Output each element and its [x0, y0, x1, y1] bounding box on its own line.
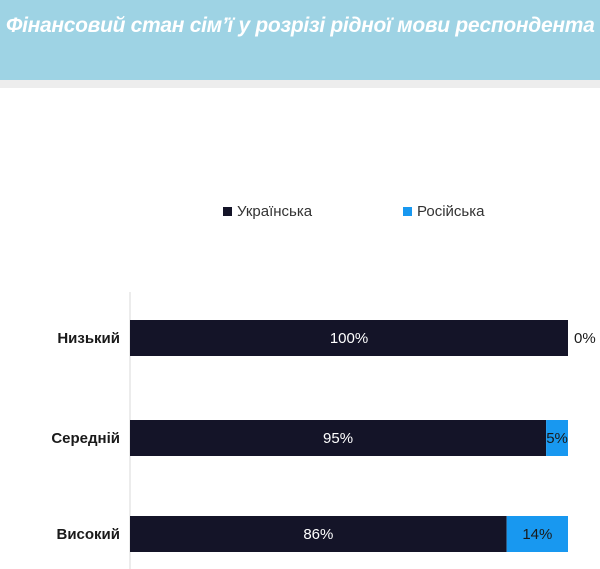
bars: Низький 100% 0% Середній 95% 5% Високий 86% 14% [51, 320, 596, 552]
category-label-0: Низький [57, 330, 120, 347]
legend-swatch-0 [223, 207, 232, 216]
category-label-1: Середній [51, 430, 120, 447]
title-bar: Фінансовий стан сім’ї у розрізі рідної м… [0, 0, 600, 80]
bar-2-0 [130, 516, 507, 552]
data-label-1-0: 95% [323, 430, 353, 447]
legend-label-1: Російська [417, 203, 485, 220]
data-label-0-0: 100% [330, 330, 368, 347]
data-label-2-0: 86% [303, 526, 333, 543]
bar-0-0 [130, 320, 568, 356]
page-title: Фінансовий стан сім’ї у розрізі рідної м… [6, 14, 595, 37]
legend-swatch-1 [403, 207, 412, 216]
data-label-1-1: 5% [546, 430, 568, 447]
legend: Українська Російська [223, 203, 485, 220]
data-label-0-1: 0% [574, 330, 596, 347]
data-label-2-1: 14% [522, 526, 552, 543]
category-label-2: Високий [56, 526, 120, 543]
bar-1-0 [130, 420, 547, 456]
legend-label-0: Українська [237, 203, 313, 220]
bar-2-1 [506, 516, 568, 552]
header-divider [0, 80, 600, 88]
bar-1-1 [546, 420, 568, 456]
